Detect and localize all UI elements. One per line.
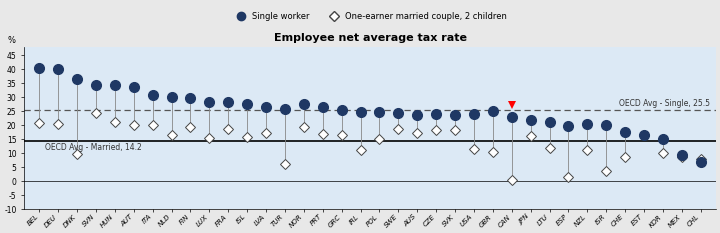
Legend: Single worker, One-earner married couple, 2 children: Single worker, One-earner married couple…: [230, 9, 510, 24]
Text: %: %: [8, 36, 16, 45]
Text: OECD Avg - Single, 25.5: OECD Avg - Single, 25.5: [619, 99, 710, 108]
Title: Employee net average tax rate: Employee net average tax rate: [274, 33, 467, 43]
Text: OECD Avg - Married, 14.2: OECD Avg - Married, 14.2: [45, 143, 142, 152]
